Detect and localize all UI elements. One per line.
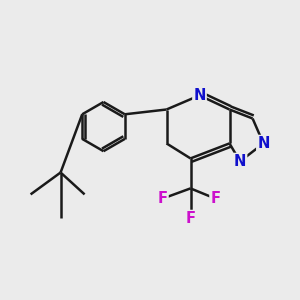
Text: F: F	[185, 211, 196, 226]
Text: F: F	[158, 191, 168, 206]
Text: F: F	[210, 191, 220, 206]
Text: N: N	[257, 136, 270, 151]
Text: N: N	[234, 154, 246, 169]
Text: N: N	[193, 88, 206, 103]
